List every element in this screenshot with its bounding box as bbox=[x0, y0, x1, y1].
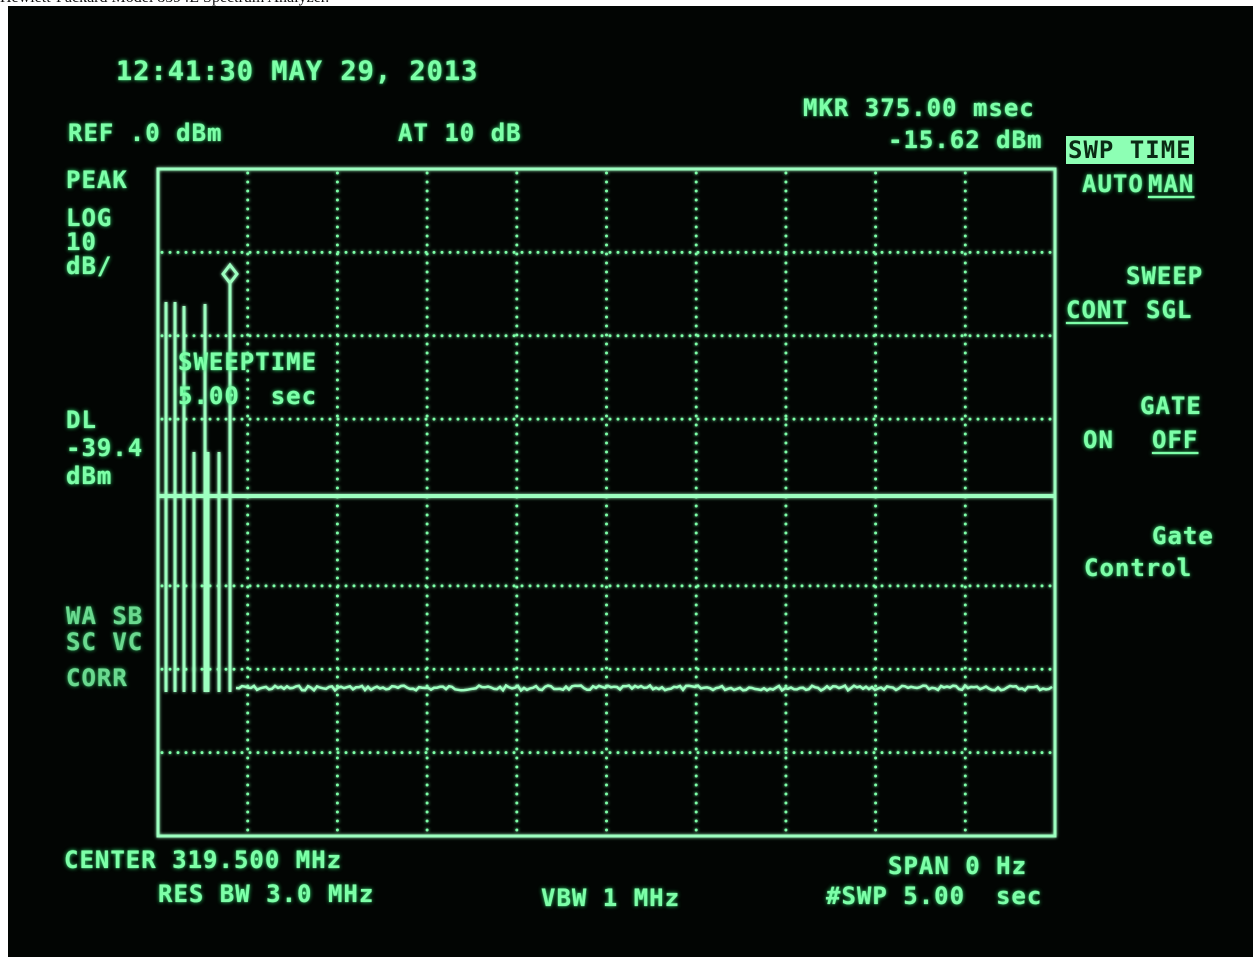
scale-unit: dB/ bbox=[66, 252, 113, 280]
resolution-bandwidth: RES BW 3.0 MHz bbox=[158, 880, 375, 908]
video-bandwidth: VBW 1 MHz bbox=[541, 884, 681, 912]
marker-level-readout: -15.62 dBm bbox=[888, 126, 1043, 154]
marker-time-readout: MKR 375.00 msec bbox=[803, 94, 1035, 122]
softkey-gate-on: ON bbox=[1083, 426, 1114, 454]
softkey-sweep-title: SWEEP bbox=[1126, 262, 1204, 290]
image-caption: Hewlett-Packard Model 8594E Spectrum Ana… bbox=[0, 0, 329, 9]
indicator-sc-vc: SC VC bbox=[66, 628, 144, 656]
scale-mode: LOG bbox=[66, 204, 113, 232]
sweeptime-label: SWEEPTIME bbox=[178, 348, 318, 376]
softkey-gate-off: OFF bbox=[1152, 426, 1199, 454]
softkey-swp-time-auto: AUTO bbox=[1082, 170, 1144, 198]
display-line-unit: dBm bbox=[66, 462, 113, 490]
softkey-gate-control-line1: Gate bbox=[1152, 522, 1214, 550]
graticule-frame bbox=[156, 167, 1057, 838]
display-line-value: -39.4 bbox=[66, 434, 144, 462]
display-graticule bbox=[156, 167, 1057, 838]
marker-diamond bbox=[221, 262, 239, 306]
scale-value: 10 bbox=[66, 228, 97, 256]
sweep-time-readout: #SWP 5.00 sec bbox=[826, 882, 1043, 910]
attenuation: AT 10 dB bbox=[398, 119, 522, 147]
analyzer-screen: 12:41:30 MAY 29, 2013 REF .0 dBm AT 10 d… bbox=[8, 6, 1253, 957]
softkey-swp-time-man: MAN bbox=[1148, 170, 1195, 198]
softkey-swp-time-title: SWP TIME bbox=[1066, 136, 1194, 164]
softkey-sweep-sgl: SGL bbox=[1146, 296, 1193, 324]
center-frequency: CENTER 319.500 MHz bbox=[64, 846, 343, 874]
sweeptime-value: 5.00 sec bbox=[178, 382, 318, 410]
detector-mode: PEAK bbox=[66, 166, 128, 194]
span-readout: SPAN 0 Hz bbox=[888, 852, 1028, 880]
timestamp: 12:41:30 MAY 29, 2013 bbox=[116, 56, 479, 87]
signal-bursts bbox=[164, 281, 232, 692]
display-line-label: DL bbox=[66, 406, 97, 434]
softkey-gate-title: GATE bbox=[1140, 392, 1202, 420]
noise-floor-trace bbox=[235, 683, 1053, 693]
reference-level: REF .0 dBm bbox=[68, 119, 223, 147]
indicator-wa-sb: WA SB bbox=[66, 602, 144, 630]
softkey-gate-control-line2: Control bbox=[1084, 554, 1193, 582]
indicator-corr: CORR bbox=[66, 664, 128, 692]
softkey-sweep-cont: CONT bbox=[1066, 296, 1128, 324]
